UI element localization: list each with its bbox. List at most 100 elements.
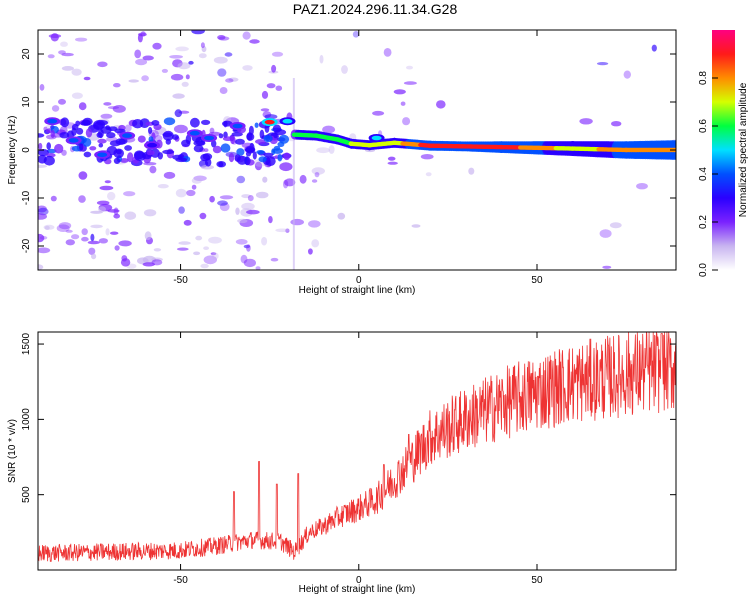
spectrogram-noise-blob	[217, 200, 228, 206]
spectrogram-noise-blob	[176, 247, 189, 251]
spectrogram-noise-blob	[199, 212, 207, 220]
y-tick-label: 20	[21, 48, 32, 60]
spectrogram-band-blob	[185, 134, 192, 145]
spectrogram-noise-blob	[200, 164, 214, 170]
spectrogram-band-blob	[83, 151, 92, 158]
spectrogram-noise-blob	[468, 167, 475, 175]
spectrogram-noise-blob	[157, 184, 169, 189]
spectrogram-band-blob	[175, 157, 188, 163]
spectrogram-band-blob	[278, 134, 290, 144]
spectrogram-noise-blob	[78, 171, 88, 180]
spectrogram-band-blob	[246, 132, 253, 141]
spectrogram-band-blob	[228, 152, 235, 163]
spectrogram-band-blob	[81, 119, 91, 126]
x-tick-label: 50	[531, 575, 543, 586]
spectrogram-noise-blob	[185, 74, 190, 80]
y-tick-label: -20	[21, 238, 32, 253]
spectrogram-noise-blob	[50, 195, 57, 202]
spectrogram-noise-blob	[275, 85, 283, 91]
spectrogram-band-blob	[146, 150, 155, 156]
figure-title: PAZ1.2024.296.11.34.G28	[292, 1, 458, 17]
y-tick-label: -10	[21, 190, 32, 205]
spectrogram-noise-blob	[124, 124, 132, 132]
spectrogram-noise-blob	[316, 147, 330, 154]
spectrogram-noise-blob	[97, 61, 108, 68]
spectrogram-noise-blob	[110, 231, 119, 235]
spectrogram-noise-blob	[352, 31, 360, 38]
spectrogram-noise-blob	[186, 189, 196, 197]
spectrogram-noise-blob	[114, 245, 120, 251]
spectrogram-noise-blob	[38, 164, 48, 168]
spectrogram-noise-blob	[58, 98, 66, 105]
spectrogram-noise-blob	[237, 218, 248, 224]
spectrogram-noise-blob	[314, 172, 320, 178]
spectrogram-noise-blob	[161, 68, 168, 73]
spectrogram-band-blob	[256, 150, 265, 155]
colorbar-ticks: 0.0 0.2 0.4 0.6 0.8	[698, 71, 718, 277]
spectrogram-noise-blob	[243, 258, 256, 268]
spectrogram-noise-blob	[290, 218, 305, 226]
spectrogram-band-blob	[201, 119, 211, 125]
spectrogram-noise-blob	[128, 79, 139, 83]
spectrogram-band-blob	[162, 149, 175, 155]
spectrogram-noise-blob	[135, 58, 148, 66]
spectrogram-noise-blob	[198, 53, 207, 59]
spectrogram-noise-blob	[96, 200, 110, 206]
spectrogram-noise-blob	[91, 253, 97, 260]
spectrogram-noise-blob	[217, 68, 227, 77]
spectrogram-noise-blob	[51, 105, 60, 112]
spectrogram-patch	[47, 118, 58, 124]
x-tick-label: -50	[173, 575, 188, 586]
spectrogram-band-blob	[190, 117, 200, 128]
spectrogram-noise-blob	[47, 54, 55, 59]
spectrogram-band-blob	[137, 135, 146, 143]
spectrogram-noise-blob	[113, 83, 121, 88]
spectrogram-noise-blob	[75, 37, 88, 42]
spectrogram-band-blob	[71, 127, 77, 136]
spectrogram-band-blob	[202, 153, 213, 161]
spectrogram-noise-blob	[173, 124, 188, 134]
spectrogram-band-blob	[283, 152, 291, 161]
spectrogram-noise-blob	[246, 244, 251, 252]
spectrogram-noise-blob	[242, 65, 253, 71]
spectrogram-band-blob	[234, 154, 241, 162]
spectrogram-noise-blob	[383, 48, 392, 57]
spectrogram-noise	[38, 30, 676, 270]
spectrogram-noise-blob	[319, 54, 324, 64]
spectrogram-patch	[282, 118, 293, 124]
spectrogram-band-blob	[38, 149, 49, 157]
spectrogram-noise-blob	[172, 93, 185, 99]
spectrogram-noise-blob	[107, 191, 116, 201]
spectrogram-band-blob	[59, 132, 70, 139]
spectrogram-noise-blob	[225, 78, 234, 83]
y-tick-label: 1500	[21, 332, 32, 355]
spectrogram-noise-blob	[60, 41, 68, 47]
spectrogram-noise-blob	[195, 235, 203, 241]
spectrogram-band-blob	[148, 127, 153, 134]
spectrogram-band-blob	[96, 132, 103, 138]
spectrogram-patch	[122, 133, 133, 138]
spectrogram-noise-blob	[39, 84, 45, 91]
colorbar-gradient	[712, 30, 735, 270]
spectrogram-noise-blob	[193, 251, 201, 256]
spectrogram-noise-blob	[602, 265, 612, 269]
spectrogram-noise-blob	[609, 222, 622, 229]
spectrogram-noise-blob	[261, 90, 269, 99]
spectrogram-noise-blob	[123, 191, 136, 197]
spectrogram-noise-blob	[311, 167, 325, 175]
spectrogram-noise-blob	[436, 100, 446, 109]
spectrogram-noise-blob	[183, 219, 192, 226]
spectrogram-noise-blob	[151, 259, 163, 266]
spectrogram-noise-blob	[203, 255, 217, 265]
spectrogram-band-blob	[93, 120, 106, 130]
spectrogram-patch	[97, 152, 108, 158]
spectrogram-band-blob	[127, 152, 134, 163]
spectrogram-band-blob	[252, 151, 257, 160]
spectrogram-band-blob	[222, 136, 234, 141]
spectrogram-band-blob	[46, 148, 57, 154]
spectrogram-band-blob	[106, 132, 116, 139]
spectrogram-noise-blob	[219, 195, 234, 200]
spectrogram-band-blob	[115, 138, 126, 146]
spectrogram-noise-blob	[270, 257, 279, 262]
spectrogram-noise-blob	[98, 206, 106, 213]
